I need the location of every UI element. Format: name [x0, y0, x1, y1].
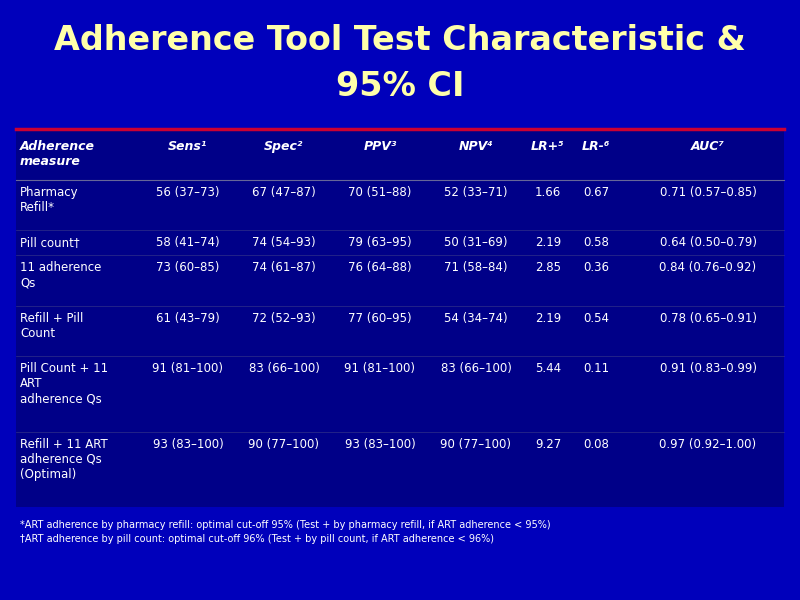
Text: 0.36: 0.36: [583, 262, 609, 274]
Text: 9.27: 9.27: [535, 437, 561, 451]
Text: 0.08: 0.08: [583, 437, 609, 451]
Text: 91 (81–100): 91 (81–100): [345, 362, 415, 375]
Text: 2.19: 2.19: [535, 236, 561, 250]
Text: 2.19: 2.19: [535, 312, 561, 325]
Text: 0.11: 0.11: [583, 362, 609, 375]
Text: 0.54: 0.54: [583, 312, 609, 325]
Text: NPV⁴: NPV⁴: [458, 140, 494, 153]
Text: 71 (58–84): 71 (58–84): [444, 262, 508, 274]
Text: 56 (37–73): 56 (37–73): [156, 186, 220, 199]
Text: Pill count†: Pill count†: [20, 236, 80, 250]
Text: AUC⁷: AUC⁷: [691, 140, 725, 153]
Text: 90 (77–100): 90 (77–100): [441, 437, 511, 451]
Bar: [16, 129, 784, 507]
Text: 93 (83–100): 93 (83–100): [345, 437, 415, 451]
Text: Adherence Tool Test Characteristic &
95% CI: Adherence Tool Test Characteristic & 95%…: [54, 23, 746, 103]
Text: Adherence
measure: Adherence measure: [20, 140, 95, 168]
Text: †ART adherence by pill count: optimal cut-off 96% (Test + by pill count, if ART : †ART adherence by pill count: optimal cu…: [20, 534, 494, 544]
Text: 79 (63–95): 79 (63–95): [348, 236, 412, 250]
Text: 73 (60–85): 73 (60–85): [156, 262, 220, 274]
Text: 70 (51–88): 70 (51–88): [348, 186, 412, 199]
Text: *ART adherence by pharmacy refill: optimal cut-off 95% (Test + by pharmacy refil: *ART adherence by pharmacy refill: optim…: [20, 520, 550, 530]
Text: 58 (41–74): 58 (41–74): [156, 236, 220, 250]
Text: PPV³: PPV³: [363, 140, 397, 153]
Text: LR-⁶: LR-⁶: [582, 140, 610, 153]
Text: LR+⁵: LR+⁵: [531, 140, 565, 153]
Text: Refill + 11 ART
adherence Qs
(Optimal): Refill + 11 ART adherence Qs (Optimal): [20, 437, 108, 481]
Text: Refill + Pill
Count: Refill + Pill Count: [20, 312, 83, 340]
Text: 5.44: 5.44: [535, 362, 561, 375]
Text: Spec²: Spec²: [264, 140, 304, 153]
Text: 83 (66–100): 83 (66–100): [441, 362, 511, 375]
Text: 74 (54–93): 74 (54–93): [252, 236, 316, 250]
Text: Pharmacy
Refill*: Pharmacy Refill*: [20, 186, 78, 214]
Text: 11 adherence
Qs: 11 adherence Qs: [20, 262, 102, 289]
Text: 93 (83–100): 93 (83–100): [153, 437, 223, 451]
Text: 91 (81–100): 91 (81–100): [153, 362, 223, 375]
Text: Pill Count + 11
ART
adherence Qs: Pill Count + 11 ART adherence Qs: [20, 362, 108, 405]
Text: 67 (47–87): 67 (47–87): [252, 186, 316, 199]
Text: Sens¹: Sens¹: [168, 140, 208, 153]
Text: 74 (61–87): 74 (61–87): [252, 262, 316, 274]
Text: 0.58: 0.58: [583, 236, 609, 250]
Text: 0.78 (0.65–0.91): 0.78 (0.65–0.91): [659, 312, 757, 325]
Text: 50 (31–69): 50 (31–69): [444, 236, 508, 250]
Text: 0.71 (0.57–0.85): 0.71 (0.57–0.85): [659, 186, 757, 199]
Text: 61 (43–79): 61 (43–79): [156, 312, 220, 325]
Text: 77 (60–95): 77 (60–95): [348, 312, 412, 325]
Text: 1.66: 1.66: [535, 186, 561, 199]
Text: 76 (64–88): 76 (64–88): [348, 262, 412, 274]
Text: 0.67: 0.67: [583, 186, 609, 199]
Text: 2.85: 2.85: [535, 262, 561, 274]
Text: 0.84 (0.76–0.92): 0.84 (0.76–0.92): [659, 262, 757, 274]
Text: 52 (33–71): 52 (33–71): [444, 186, 508, 199]
Text: 0.91 (0.83–0.99): 0.91 (0.83–0.99): [659, 362, 757, 375]
Text: 54 (34–74): 54 (34–74): [444, 312, 508, 325]
Text: 0.97 (0.92–1.00): 0.97 (0.92–1.00): [659, 437, 757, 451]
Text: 0.64 (0.50–0.79): 0.64 (0.50–0.79): [659, 236, 757, 250]
Text: 83 (66–100): 83 (66–100): [249, 362, 319, 375]
Text: 72 (52–93): 72 (52–93): [252, 312, 316, 325]
Text: 90 (77–100): 90 (77–100): [249, 437, 319, 451]
